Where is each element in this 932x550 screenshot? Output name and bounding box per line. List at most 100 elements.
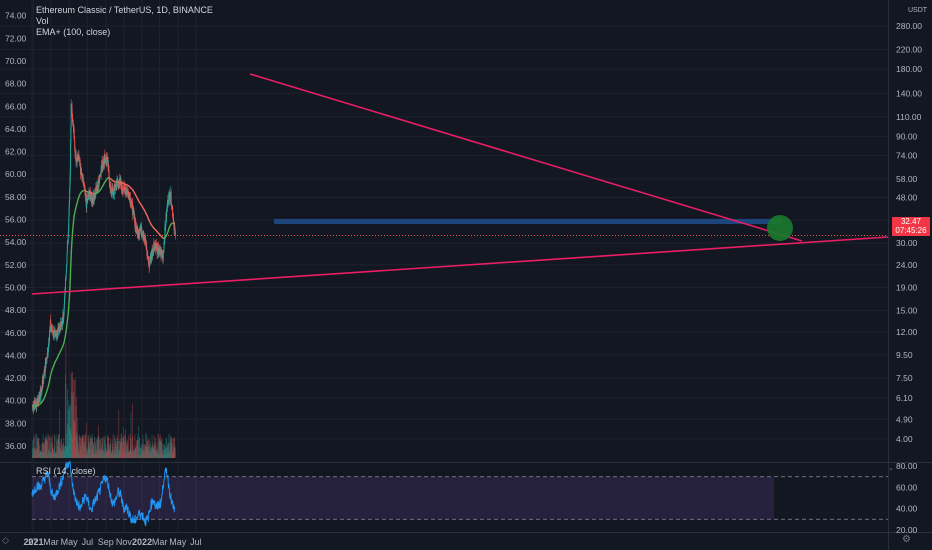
left-axis-label: 44.00	[5, 350, 27, 360]
volume-bar	[63, 437, 65, 458]
candle-body	[82, 179, 84, 185]
timezone-icon[interactable]: ◇	[2, 536, 9, 546]
volume-bar	[83, 434, 85, 458]
candle-body	[104, 158, 106, 162]
volume-bar	[81, 438, 82, 458]
price-scale-label: 4.90	[896, 414, 913, 424]
volume-bar	[148, 439, 150, 458]
candle-body	[85, 195, 87, 202]
volume-bar	[125, 454, 127, 458]
volume-bar	[162, 454, 164, 458]
ascending-trendline[interactable]	[31, 236, 889, 295]
volume-bar	[135, 448, 137, 458]
volume-bar	[114, 441, 116, 458]
symbol-title[interactable]: Ethereum Classic / TetherUS, 1D, BINANCE	[36, 5, 213, 15]
volume-bar	[165, 452, 167, 458]
volume-bar	[40, 444, 42, 458]
volume-bar	[33, 438, 35, 458]
volume-bar	[164, 454, 166, 458]
volume-bar	[92, 450, 94, 458]
volume-bar	[150, 449, 152, 458]
volume-bar	[152, 444, 154, 458]
volume-bar	[103, 439, 105, 458]
volume-bar	[85, 450, 87, 458]
volume-bar	[133, 451, 135, 458]
volume-bar	[124, 448, 126, 458]
volume-bar	[94, 437, 96, 458]
volume-bar	[117, 437, 118, 458]
volume-bar	[106, 436, 108, 458]
volume-bar	[169, 442, 171, 458]
volume-bar	[127, 447, 129, 458]
volume-bar	[168, 451, 170, 458]
volume-bar	[152, 445, 154, 458]
volume-bar	[62, 450, 64, 458]
volume-bar	[98, 449, 100, 458]
left-axis-label: 60.00	[5, 169, 27, 179]
candle-body	[69, 188, 71, 201]
volume-bar	[120, 443, 122, 458]
time-axis-label: 27	[28, 537, 38, 547]
price-marker-circle[interactable]	[767, 215, 793, 241]
volume-bar	[100, 437, 102, 458]
time-axis-label: Sep	[98, 537, 114, 547]
left-axis-label: 42.00	[5, 373, 27, 383]
volume-bar	[92, 442, 94, 458]
volume-legend[interactable]: Vol	[36, 16, 49, 26]
volume-bar	[118, 450, 120, 458]
candle-body	[76, 153, 78, 161]
time-axis-label: Jul	[190, 537, 202, 547]
volume-bar	[109, 438, 111, 458]
candle-body	[154, 243, 156, 248]
volume-bar	[82, 434, 84, 458]
price-scale-label: 180.00	[896, 64, 922, 74]
volume-bar	[36, 439, 38, 458]
volume-bar	[70, 433, 72, 458]
volume-bar	[130, 444, 132, 458]
descending-trendline[interactable]	[249, 73, 803, 242]
volume-bar	[35, 434, 37, 458]
volume-bar	[122, 441, 124, 458]
volume-bar	[133, 450, 135, 458]
volume-bar	[112, 451, 114, 458]
ema-legend[interactable]: EMA+ (100, close)	[36, 27, 111, 37]
volume-bar	[112, 434, 114, 458]
volume-bar	[161, 437, 163, 458]
volume-bar	[106, 451, 107, 458]
volume-bar	[138, 426, 140, 458]
rsi-scale-label: 80.00	[896, 461, 918, 471]
volume-bar	[81, 436, 83, 458]
volume-bar	[39, 451, 41, 458]
volume-bar	[38, 452, 40, 458]
volume-bar	[167, 443, 169, 458]
support-zone[interactable]	[274, 218, 782, 225]
volume-bar	[66, 445, 68, 458]
candle-body	[54, 330, 56, 332]
volume-bar	[56, 450, 58, 458]
volume-bar	[56, 440, 57, 458]
volume-bar	[83, 443, 85, 458]
price-scale-label: 24.00	[896, 260, 918, 270]
volume-bar	[74, 421, 76, 458]
settings-gear-icon[interactable]: ⚙	[902, 534, 911, 545]
volume-bar	[157, 449, 159, 458]
rsi-collapse-icon[interactable]: ⌄	[888, 464, 894, 472]
volume-bar	[158, 441, 160, 458]
volume-bar	[55, 453, 57, 458]
main-pane[interactable]	[0, 0, 888, 462]
volume-bar	[84, 446, 85, 458]
volume-bar	[82, 435, 84, 458]
volume-bar	[44, 452, 46, 458]
volume-bar	[33, 435, 35, 458]
volume-bar	[151, 446, 152, 458]
volume-bar	[129, 433, 131, 458]
volume-bar	[157, 433, 159, 458]
right-price-scale[interactable]: 4.00 4.90 6.10 7.50 9.50 12.00 15.00 19.00 24.00…	[896, 21, 922, 444]
candle-body	[164, 226, 166, 240]
volume-bar	[52, 452, 54, 458]
candle-body	[92, 192, 94, 197]
volume-bar	[115, 445, 117, 458]
rsi-legend-label[interactable]: RSI (14, close)	[36, 466, 96, 476]
